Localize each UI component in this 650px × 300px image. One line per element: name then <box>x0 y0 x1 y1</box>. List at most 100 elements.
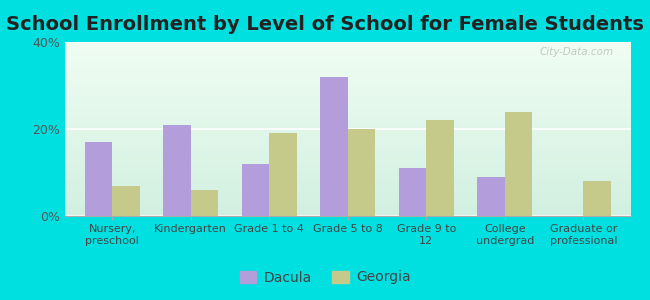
Bar <box>65 57 630 58</box>
Bar <box>65 120 630 121</box>
Bar <box>65 55 630 56</box>
Bar <box>65 165 630 166</box>
Bar <box>65 177 630 178</box>
Bar <box>65 90 630 91</box>
Bar <box>65 64 630 65</box>
Bar <box>65 135 630 136</box>
Bar <box>65 88 630 89</box>
Bar <box>65 208 630 209</box>
Bar <box>65 71 630 72</box>
Bar <box>65 123 630 124</box>
Bar <box>65 210 630 211</box>
Bar <box>65 85 630 86</box>
Bar <box>65 166 630 167</box>
Bar <box>65 133 630 134</box>
Bar <box>65 149 630 150</box>
Bar <box>65 73 630 74</box>
Bar <box>190 190 218 216</box>
Bar <box>65 188 630 189</box>
Text: City-Data.com: City-Data.com <box>540 47 614 57</box>
Bar <box>65 50 630 51</box>
Bar <box>65 187 630 188</box>
Bar <box>65 127 630 128</box>
Bar <box>65 79 630 80</box>
Bar <box>65 193 630 194</box>
Bar <box>65 69 630 70</box>
Bar <box>65 184 630 185</box>
Bar <box>65 162 630 163</box>
Bar <box>65 178 630 179</box>
Bar <box>477 177 505 216</box>
Bar <box>65 81 630 82</box>
Bar <box>65 74 630 75</box>
Bar <box>65 130 630 131</box>
Bar <box>65 91 630 92</box>
Bar <box>65 171 630 172</box>
Bar <box>65 43 630 44</box>
Bar <box>112 185 140 216</box>
Bar <box>65 160 630 161</box>
Bar <box>65 68 630 69</box>
Bar <box>65 136 630 137</box>
Bar <box>65 172 630 173</box>
Bar <box>65 129 630 130</box>
Bar <box>65 211 630 212</box>
Bar <box>65 59 630 60</box>
Bar <box>65 95 630 96</box>
Bar <box>65 192 630 193</box>
Bar <box>65 190 630 191</box>
Bar <box>65 109 630 110</box>
Bar <box>65 110 630 111</box>
Bar <box>65 52 630 53</box>
Legend: Dacula, Georgia: Dacula, Georgia <box>234 265 416 290</box>
Bar <box>65 179 630 180</box>
Bar <box>65 183 630 184</box>
Bar <box>65 115 630 116</box>
Bar <box>65 53 630 54</box>
Bar <box>65 105 630 106</box>
Bar <box>65 200 630 201</box>
Bar <box>65 122 630 123</box>
Bar <box>65 78 630 79</box>
Bar <box>65 185 630 186</box>
Bar <box>65 72 630 73</box>
Bar <box>65 67 630 68</box>
Bar <box>65 113 630 114</box>
Bar <box>65 168 630 169</box>
Bar <box>65 153 630 154</box>
Bar <box>65 191 630 192</box>
Bar <box>65 151 630 152</box>
Bar <box>65 102 630 103</box>
Bar <box>65 181 630 182</box>
Bar <box>65 58 630 59</box>
Bar <box>65 76 630 77</box>
Bar <box>65 198 630 199</box>
Bar <box>65 140 630 141</box>
Bar <box>65 138 630 139</box>
Bar <box>65 80 630 81</box>
Bar <box>65 152 630 153</box>
Bar <box>65 85 630 86</box>
Bar <box>399 168 426 216</box>
Bar <box>65 103 630 104</box>
Bar <box>65 125 630 126</box>
Bar <box>65 182 630 183</box>
Bar <box>65 44 630 45</box>
Bar <box>65 213 630 214</box>
Bar <box>65 121 630 122</box>
Bar <box>65 176 630 177</box>
Bar <box>65 150 630 151</box>
Bar <box>65 159 630 160</box>
Bar <box>505 112 532 216</box>
Bar <box>65 75 630 76</box>
Bar <box>65 100 630 101</box>
Bar <box>65 117 630 118</box>
Bar <box>65 98 630 99</box>
Bar <box>65 83 630 84</box>
Bar <box>65 161 630 162</box>
Bar <box>65 202 630 203</box>
Bar <box>65 77 630 78</box>
Bar <box>65 112 630 113</box>
Bar <box>65 56 630 57</box>
Bar <box>65 155 630 156</box>
